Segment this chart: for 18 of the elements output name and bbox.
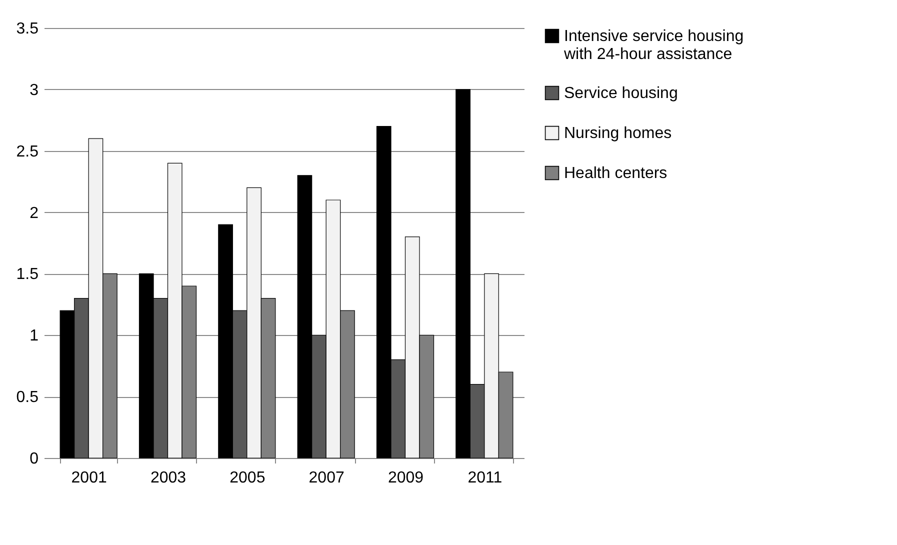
x-tick-label: 2011	[468, 470, 502, 486]
y-tick-label: 3	[30, 82, 39, 99]
y-tick-label: 2	[30, 204, 39, 222]
y-tick-label: 1.5	[16, 266, 39, 284]
y-tick-label: 3.5	[16, 20, 39, 38]
legend-label: Intensive service housing with 24-hour assistance	[563, 28, 744, 63]
legend-label: Health centers	[564, 165, 668, 182]
y-tick-label: 0.5	[16, 389, 39, 406]
x-tick-label: 2009	[388, 470, 424, 486]
x-tick-label: 2001	[71, 470, 107, 486]
legend-label: Nursing homes	[564, 125, 672, 142]
legend-label: Service housing	[564, 85, 678, 102]
y-tick-label: 2.5	[16, 143, 39, 160]
y-tick-label: 0	[30, 450, 39, 468]
x-tick-label: 2003	[150, 470, 186, 486]
x-tick-label: 2005	[230, 470, 266, 486]
y-tick-label: 1	[30, 328, 39, 345]
x-tick-label: 2007	[308, 470, 344, 486]
